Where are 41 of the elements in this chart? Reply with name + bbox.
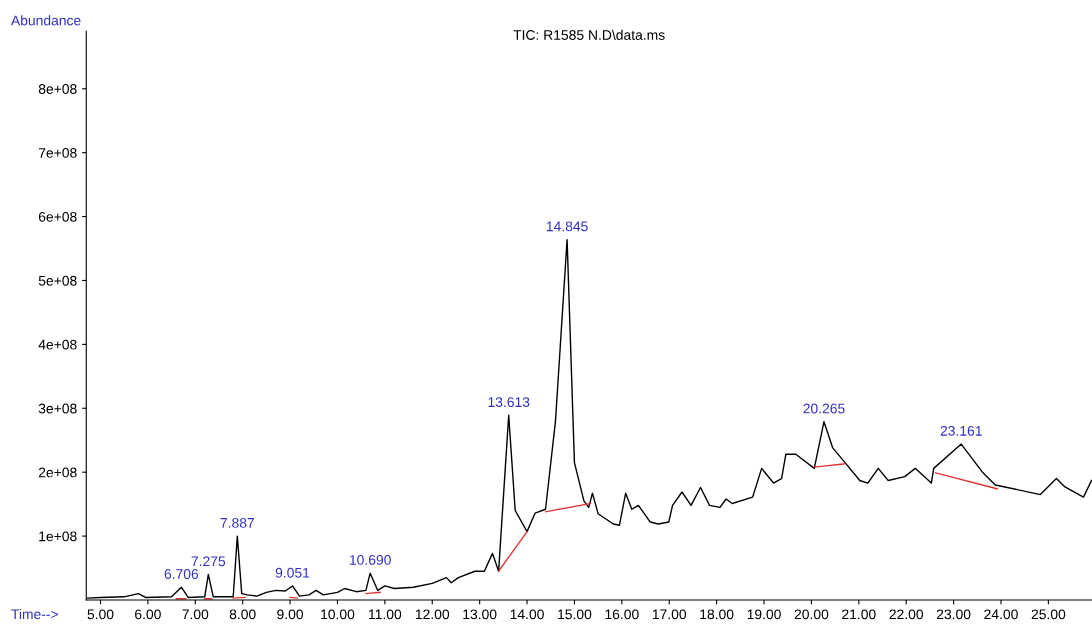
annotation: 9.051 — [275, 567, 310, 578]
x-tick-label: 7.00 — [182, 609, 209, 620]
x-tick-label: 5.00 — [87, 609, 114, 620]
x-tick-label: 21.00 — [842, 609, 876, 620]
x-tick-label: 8.00 — [229, 609, 256, 620]
y-tick-label: 1e+08 — [39, 531, 77, 542]
y-tick-label: 7e+08 — [38, 148, 77, 158]
x-tick-label: 17.00 — [652, 609, 687, 620]
x-tick-label: 14.00 — [510, 609, 544, 620]
annotation: 13.613 — [488, 397, 530, 408]
y-tick-label: 5e+08 — [38, 275, 77, 286]
annotation: 7.275 — [191, 556, 226, 567]
x-tick-label: 16.00 — [605, 609, 639, 620]
x-tick-label: 9.00 — [277, 609, 304, 620]
y-tick-label: 2e+08 — [38, 467, 77, 478]
x-tick-label: 20.00 — [794, 609, 829, 620]
x-tick-label: 19.00 — [747, 609, 781, 620]
annotation: 10.690 — [349, 555, 391, 565]
x-tick-label: 15.00 — [558, 609, 592, 620]
x-tick-label: 13.00 — [463, 609, 497, 620]
y-tick-label: 4e+08 — [38, 339, 77, 350]
annotation: 6.706 — [164, 569, 199, 579]
annotation: 14.845 — [546, 221, 588, 232]
x-tick-label: 11.00 — [369, 609, 402, 620]
x-axis-title: Time--> — [11, 608, 58, 620]
x-tick-label: 25.00 — [1031, 609, 1066, 620]
x-tick-label: 22.00 — [889, 609, 924, 620]
y-tick-label: 6e+08 — [38, 211, 77, 222]
annotation: 7.887 — [220, 517, 254, 528]
x-tick-label: 6.00 — [135, 609, 161, 620]
x-tick-label: 24.00 — [984, 609, 1018, 620]
y-tick-label: 3e+08 — [38, 403, 77, 414]
y-tick-label: 8e+08 — [38, 84, 77, 94]
annotation: 20.265 — [803, 403, 845, 414]
chart-title: TIC: R1585 N.D\data.ms — [513, 29, 665, 40]
x-tick-label: 12.00 — [415, 609, 450, 620]
x-tick-label: 23.00 — [936, 609, 971, 620]
x-tick-label: 18.00 — [700, 609, 734, 620]
y-axis-title: Abundance — [10, 15, 81, 26]
x-tick-label: 10.00 — [321, 609, 355, 620]
annotation: 23.161 — [940, 425, 982, 436]
